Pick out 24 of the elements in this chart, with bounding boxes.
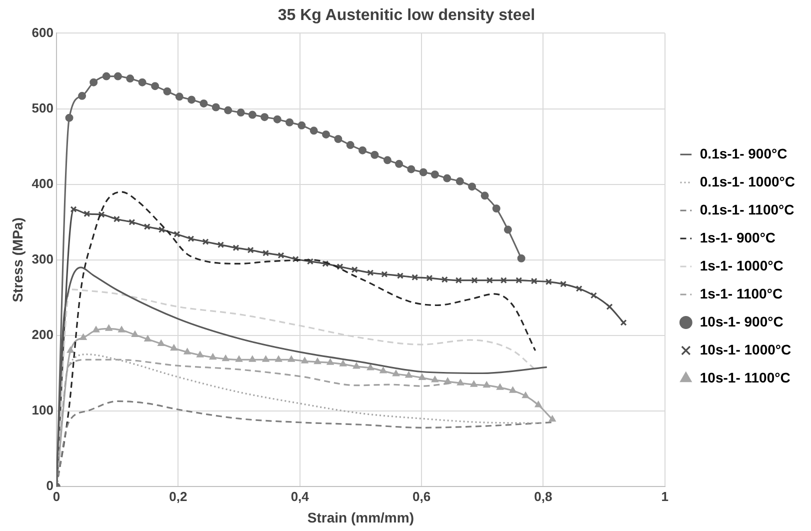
y-tick-label: 600 — [32, 24, 54, 40]
x-tick-label: 0,8 — [534, 488, 552, 504]
y-tick-label: 300 — [32, 251, 54, 266]
legend-label: 1s-1- 900°C — [700, 229, 776, 246]
y-axis-title: Stress (MPa) — [9, 217, 26, 302]
y-tick-label: 500 — [32, 100, 54, 116]
y-tick-label: 0 — [46, 478, 54, 494]
x-tick-label: 0,2 — [169, 488, 188, 504]
y-tick-label: 100 — [32, 402, 54, 418]
chart-title: 35 Kg Austenitic low density steel — [278, 7, 536, 24]
legend-label: 1s-1- 1000°C — [700, 257, 784, 274]
x-tick-label: 0,6 — [412, 488, 431, 504]
legend-label: 10s-1- 1000°C — [700, 341, 792, 358]
y-tick-label: 200 — [32, 327, 54, 342]
x-axis-title: Strain (mm/mm) — [307, 509, 414, 526]
legend-label: 0.1s-1- 900°C — [700, 145, 788, 162]
x-tick-label: 0,4 — [290, 488, 310, 504]
y-tick-label: 400 — [32, 176, 54, 191]
legend-label: 1s-1- 1100°C — [700, 285, 783, 302]
legend-label: 10s-1- 900°C — [700, 313, 784, 330]
x-tick-label: 1 — [661, 488, 669, 504]
legend-label: 0.1s-1- 1100°C — [700, 201, 794, 218]
legend-label: 10s-1- 1100°C — [700, 369, 790, 386]
legend-label: 0.1s-1- 1000°C — [700, 173, 796, 190]
